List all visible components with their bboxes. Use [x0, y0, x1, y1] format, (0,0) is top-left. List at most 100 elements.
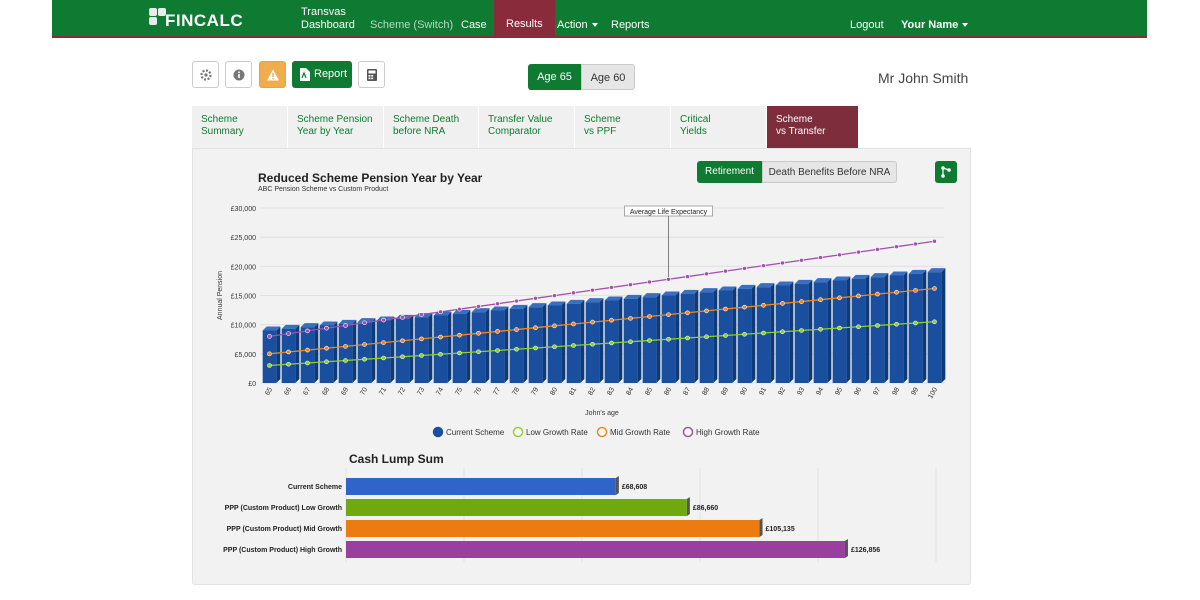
fincalc-logo[interactable]: FINCALC [149, 6, 243, 32]
data-point [647, 338, 652, 343]
data-point [324, 359, 329, 365]
bar-current-scheme [319, 325, 334, 383]
low-growth-line [269, 321, 935, 367]
data-point [362, 342, 367, 347]
data-point [324, 325, 329, 331]
x-tick-label: 72 [397, 386, 407, 396]
data-point [533, 345, 538, 351]
tab-scheme-summary[interactable]: Scheme Summary [192, 106, 288, 148]
tab-scheme-vs-ppf[interactable]: Scheme vs PPF [575, 106, 671, 148]
data-point [780, 329, 785, 335]
y-tick-label: £25,000 [231, 235, 256, 242]
user-menu[interactable]: Your Name [901, 19, 969, 57]
data-point [267, 334, 272, 339]
age-65-button[interactable]: Age 65 [528, 64, 581, 90]
age-60-button[interactable]: Age 60 [581, 64, 635, 90]
nav-scheme-switch[interactable]: Scheme (Switch) [370, 19, 454, 31]
bar-top [756, 283, 775, 288]
tab-label: Summary [201, 126, 244, 137]
data-point [685, 335, 690, 341]
bar-top [471, 308, 490, 313]
bar-current-scheme [471, 312, 486, 383]
x-tick-label: 84 [625, 386, 635, 396]
data-point [438, 309, 443, 315]
value-label: £86,660 [693, 505, 718, 512]
data-point [305, 328, 310, 334]
nav-transvas-label: Transvas [301, 6, 346, 18]
data-point [723, 333, 728, 338]
tab-critical-yields[interactable]: Critical Yields [671, 106, 767, 148]
bar-side [504, 306, 509, 383]
bar-side [599, 298, 604, 383]
bar-side [789, 281, 794, 383]
logo-mark-icon [149, 8, 167, 30]
bar-side [409, 314, 414, 383]
tab-scheme-pension-year-by-year[interactable]: Scheme Pension Year by Year [288, 106, 384, 148]
nav-logout[interactable]: Logout [850, 19, 884, 31]
nav-case[interactable]: Case [461, 19, 487, 31]
data-point [495, 301, 500, 307]
tab-transfer-value-comparator[interactable]: Transfer Value Comparator [479, 106, 575, 148]
bar-top [300, 323, 319, 328]
data-point [609, 340, 614, 346]
nav-reports[interactable]: Reports [611, 19, 650, 31]
bar-current-scheme [775, 285, 790, 383]
death-benefits-toggle[interactable]: Death Benefits Before NRA [762, 161, 897, 183]
bar-current-scheme [300, 327, 315, 383]
nav-dashboard-label: Dashboard [301, 19, 355, 31]
data-point [343, 358, 348, 363]
tab-scheme-vs-transfer[interactable]: Scheme vs Transfer [767, 106, 859, 148]
bar-side [561, 301, 566, 383]
tab-label: Year by Year [297, 126, 354, 137]
x-tick-label: 99 [910, 386, 920, 396]
chart-subtitle: ABC Pension Scheme vs Custom Product [258, 186, 389, 193]
data-point [552, 344, 557, 350]
bar-side [884, 273, 889, 383]
warning-button[interactable] [259, 61, 286, 88]
data-point [704, 271, 709, 277]
bar-side [618, 296, 623, 383]
calculator-button[interactable] [358, 61, 385, 88]
bar-side [295, 324, 300, 383]
x-tick-label: 81 [568, 386, 578, 396]
value-label: £126,856 [851, 547, 880, 554]
data-point [818, 255, 823, 260]
nav-results[interactable]: Results [494, 0, 555, 38]
x-tick-label: 75 [454, 386, 464, 396]
x-tick-label: 88 [701, 386, 711, 396]
data-point [457, 332, 462, 338]
data-point [837, 325, 842, 331]
data-point [305, 360, 310, 366]
pdf-file-icon [300, 68, 310, 81]
bar-side [615, 476, 619, 495]
report-button[interactable]: Report [292, 61, 352, 88]
nav-transvas-dashboard[interactable]: Transvas Dashboard [301, 6, 355, 44]
share-button[interactable] [935, 161, 957, 183]
data-point [685, 274, 690, 279]
retirement-toggle[interactable]: Retirement [697, 161, 762, 183]
top-navbar [52, 0, 1147, 38]
data-point [932, 238, 937, 244]
nav-results-label: Results [506, 18, 543, 30]
info-button[interactable] [225, 61, 252, 88]
data-point [666, 312, 671, 317]
bar-side [686, 497, 690, 516]
data-point [894, 321, 899, 327]
settings-button[interactable] [192, 61, 219, 88]
data-point [742, 266, 747, 271]
data-point [324, 345, 329, 351]
data-point [286, 331, 291, 336]
bar-side [390, 316, 395, 383]
data-point [438, 351, 443, 357]
bar-side [941, 268, 946, 383]
tab-scheme-death-before-nra[interactable]: Scheme Death before NRA [384, 106, 479, 148]
bar-side [846, 276, 851, 383]
legend-marker [596, 426, 608, 438]
x-tick-label: 98 [891, 386, 901, 396]
bar-side [314, 323, 319, 383]
nav-action[interactable]: Action [557, 19, 598, 57]
data-point [305, 347, 310, 353]
data-point [381, 355, 386, 361]
nav-action-label: Action [557, 19, 588, 31]
data-point [913, 241, 918, 247]
